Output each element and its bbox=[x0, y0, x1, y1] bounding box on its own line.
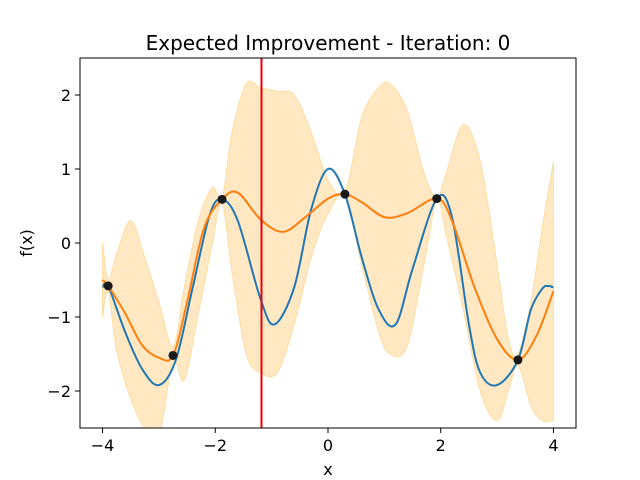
series-layer bbox=[101, 58, 555, 428]
observation-point bbox=[432, 194, 442, 204]
observation-point bbox=[168, 350, 178, 360]
observation-point bbox=[217, 194, 227, 204]
axis-ticks-layer: −4 −2 0 2 4 −2 −1 0 1 2 bbox=[47, 86, 558, 455]
x-tick-label: −4 bbox=[91, 436, 115, 455]
observation-point bbox=[103, 281, 113, 291]
confidence-band-layer bbox=[102, 80, 554, 428]
x-tick-label: 4 bbox=[548, 436, 558, 455]
y-axis-label: f(x) bbox=[17, 229, 36, 257]
x-tick-label: 0 bbox=[323, 436, 333, 455]
gp-mean-line bbox=[101, 190, 555, 362]
x-tick-label: 2 bbox=[436, 436, 446, 455]
y-tick-label: 2 bbox=[61, 86, 71, 105]
y-tick-label: −2 bbox=[47, 382, 71, 401]
observation-point bbox=[340, 189, 350, 199]
y-tick-label: −1 bbox=[47, 308, 71, 327]
true-function-line bbox=[101, 167, 554, 387]
observation-points-layer bbox=[103, 189, 523, 365]
y-tick-label: 0 bbox=[61, 234, 71, 253]
chart-title: Expected Improvement - Iteration: 0 bbox=[146, 31, 511, 55]
y-tick-label: 1 bbox=[61, 160, 71, 179]
x-axis-label: x bbox=[323, 460, 332, 479]
observation-point bbox=[513, 355, 523, 365]
gp-confidence-band bbox=[102, 80, 554, 428]
x-tick-label: −2 bbox=[203, 436, 227, 455]
